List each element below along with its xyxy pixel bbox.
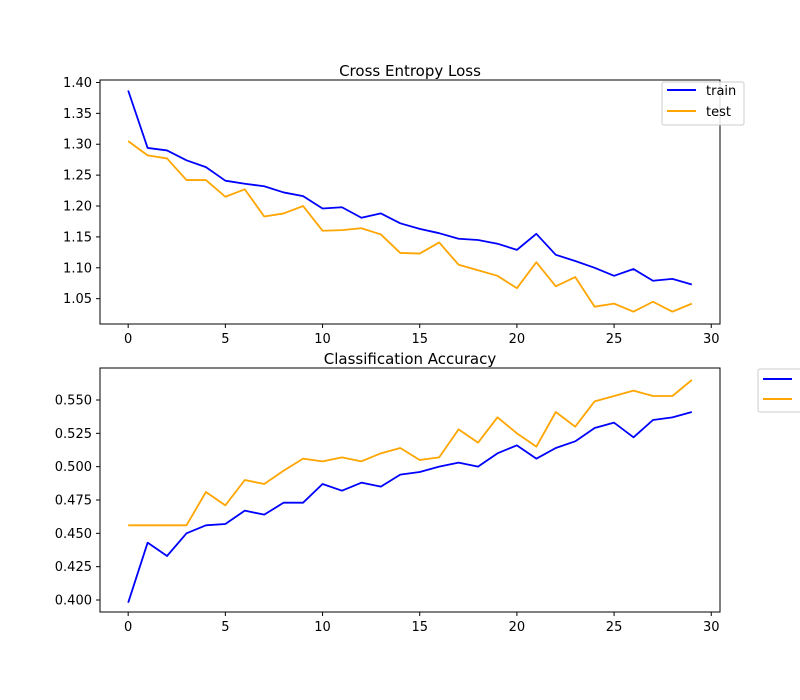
accuracy-series-0-line [127,411,693,603]
accuracy-xtick-label: 10 [314,620,331,635]
loss-xtick-label: 0 [124,332,132,347]
accuracy-ytick-label: 0.400 [55,594,92,609]
accuracy-xtick-label: 5 [221,620,229,635]
loss-plot: Cross Entropy Loss 0 5 10 15 20 25 30 1.05 1.10 1… [63,62,745,347]
loss-xtick-label: 10 [314,332,331,347]
loss-xtick-label: 5 [221,332,229,347]
loss-ytick-label: 1.20 [63,200,92,215]
accuracy-xtick-label: 30 [703,620,720,635]
loss-train-line [127,90,693,286]
accuracy-ytick-label: 0.525 [55,427,92,442]
legend-test-label: test [706,105,731,120]
accuracy-chart-title: Classification Accuracy [324,350,497,368]
accuracy-ytick-label: 0.500 [55,460,92,475]
accuracy-ytick-label: 0.550 [55,394,92,409]
loss-ytick-label: 1.30 [63,138,92,153]
accuracy-ytick-label: 0.450 [55,527,92,542]
loss-ytick-label: 1.10 [63,261,92,276]
accuracy-xtick-label: 20 [509,620,526,635]
loss-ytick-label: 1.25 [63,169,92,184]
accuracy-ytick-label: 0.475 [55,494,92,509]
loss-ytick-label: 1.35 [63,107,92,122]
accuracy-xtick-label: 25 [606,620,623,635]
loss-ytick-label: 1.05 [63,292,92,307]
accuracy-ytick-label: 0.425 [55,560,92,575]
loss-chart-title: Cross Entropy Loss [339,62,481,80]
accuracy-series-1-line [128,379,693,527]
loss-legend: train test [661,81,745,126]
loss-xtick-label: 25 [606,332,623,347]
loss-ytick-label: 1.40 [63,76,92,91]
loss-xtick-label: 20 [509,332,526,347]
loss-test-line [127,140,693,313]
accuracy-axes-frame [99,367,721,613]
accuracy-legend [757,368,800,413]
accuracy-xtick-label: 0 [124,620,132,635]
accuracy-plot: Classification Accuracy 0 5 10 15 20 25 30 0.40… [55,350,800,635]
loss-ytick-label: 1.15 [63,230,92,245]
loss-axes-frame [99,79,721,325]
loss-xtick-label: 15 [411,332,428,347]
loss-xtick-label: 30 [703,332,720,347]
accuracy-xtick-label: 15 [411,620,428,635]
legend-train-label: train [706,84,736,99]
